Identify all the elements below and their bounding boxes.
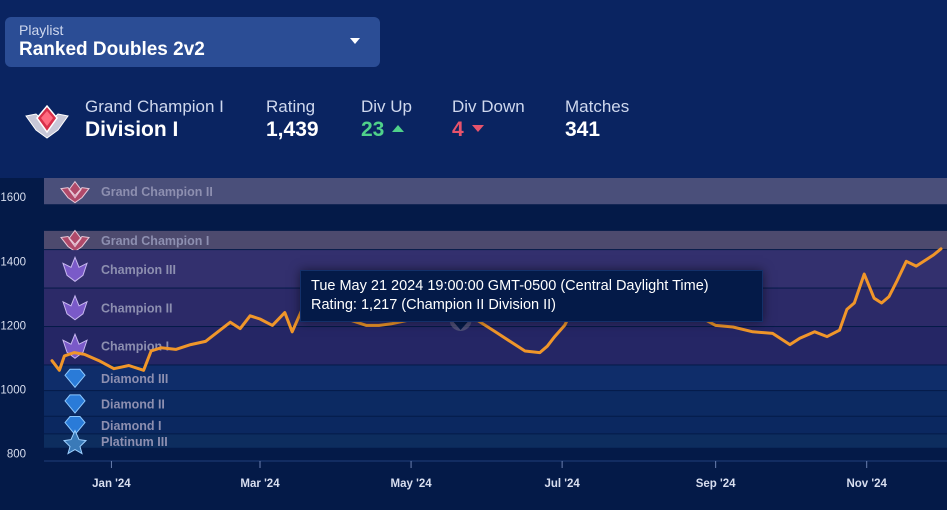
rating-value: 1,439 [266, 118, 319, 141]
rank-tier-block: Grand Champion I Division I [85, 97, 224, 143]
y-tick-label: 1600 [0, 192, 26, 204]
rank-band-label: Platinum III [101, 435, 168, 449]
div-up-label: Div Up [361, 97, 413, 116]
rank-band-label: Champion I [101, 340, 169, 354]
rank-band [44, 434, 947, 448]
champion-iii-icon [62, 255, 88, 282]
x-tick-label: May '24 [391, 478, 433, 490]
diamond-iii-icon [64, 368, 86, 389]
rating-stat: Rating 1,439 [266, 97, 319, 143]
tooltip-pointer [453, 322, 468, 330]
rating-label: Rating [266, 97, 316, 116]
rank-band-label: Diamond I [101, 419, 161, 433]
rank-band [44, 391, 947, 416]
tooltip-date: Tue May 21 2024 19:00:00 GMT-0500 (Centr… [311, 278, 709, 294]
playlist-select[interactable]: Playlist Ranked Doubles 2v2 [5, 17, 380, 67]
rating-history-chart[interactable]: Grand Champion II Grand Champion I Champio… [0, 178, 947, 510]
rank-band-label: Diamond II [101, 397, 165, 411]
div-up-value: 23 [361, 118, 385, 141]
arrow-down-icon [471, 125, 484, 132]
tooltip-rating: Rating: 1,217 (Champion II Division II) [311, 297, 556, 313]
y-tick-label: 800 [7, 449, 26, 461]
grand-champion-ii-icon [60, 180, 90, 204]
rank-division-value: Division I [85, 118, 179, 141]
rating-series-line [50, 247, 943, 372]
div-down-stat: Div Down 4 [452, 97, 525, 143]
matches-label: Matches [565, 97, 630, 116]
y-tick-label: 1200 [0, 320, 26, 332]
rank-band-label: Diamond III [101, 372, 168, 386]
diamond-i-icon [64, 416, 86, 436]
playlist-selected-value: Ranked Doubles 2v2 [19, 39, 205, 60]
x-tick-label: Jan '24 [92, 478, 131, 490]
rank-band [44, 178, 947, 205]
div-down-label: Div Down [452, 97, 525, 116]
matches-stat: Matches 341 [565, 97, 629, 143]
chevron-down-icon[interactable] [350, 38, 360, 44]
rank-band-label: Grand Champion I [101, 234, 209, 248]
x-tick-label: Jul '24 [544, 478, 580, 490]
x-tick-label: Sep '24 [696, 478, 736, 490]
y-tick-label: 1400 [0, 256, 26, 268]
div-down-value: 4 [452, 118, 464, 141]
arrow-up-icon [392, 125, 405, 132]
diamond-ii-icon [64, 394, 86, 414]
chart-tooltip: Tue May 21 2024 19:00:00 GMT-0500 (Centr… [300, 270, 763, 322]
rating-chart-svg[interactable]: Grand Champion II Grand Champion I Champio… [0, 178, 947, 510]
rank-band-label: Grand Champion II [101, 185, 213, 199]
x-tick-label: Nov '24 [846, 478, 887, 490]
rank-band [44, 230, 947, 250]
rank-band-label: Champion III [101, 263, 176, 277]
rank-band [44, 365, 947, 391]
div-up-stat: Div Up 23 [361, 97, 412, 143]
rank-band [44, 416, 947, 434]
rank-summary: Grand Champion I Division I Rating 1,439… [0, 90, 947, 150]
grand-champion-emblem-icon [25, 104, 69, 139]
rank-tier-label: Grand Champion I [85, 97, 224, 116]
y-tick-label: 1000 [0, 385, 26, 397]
grand-champion-i-icon [60, 229, 90, 253]
platinum-iii-icon [62, 429, 88, 455]
rank-band-label: Champion II [101, 301, 173, 315]
champion-ii-icon [62, 294, 88, 321]
playlist-caption: Playlist [19, 22, 64, 38]
matches-value: 341 [565, 118, 601, 141]
x-tick-label: Mar '24 [240, 478, 280, 490]
